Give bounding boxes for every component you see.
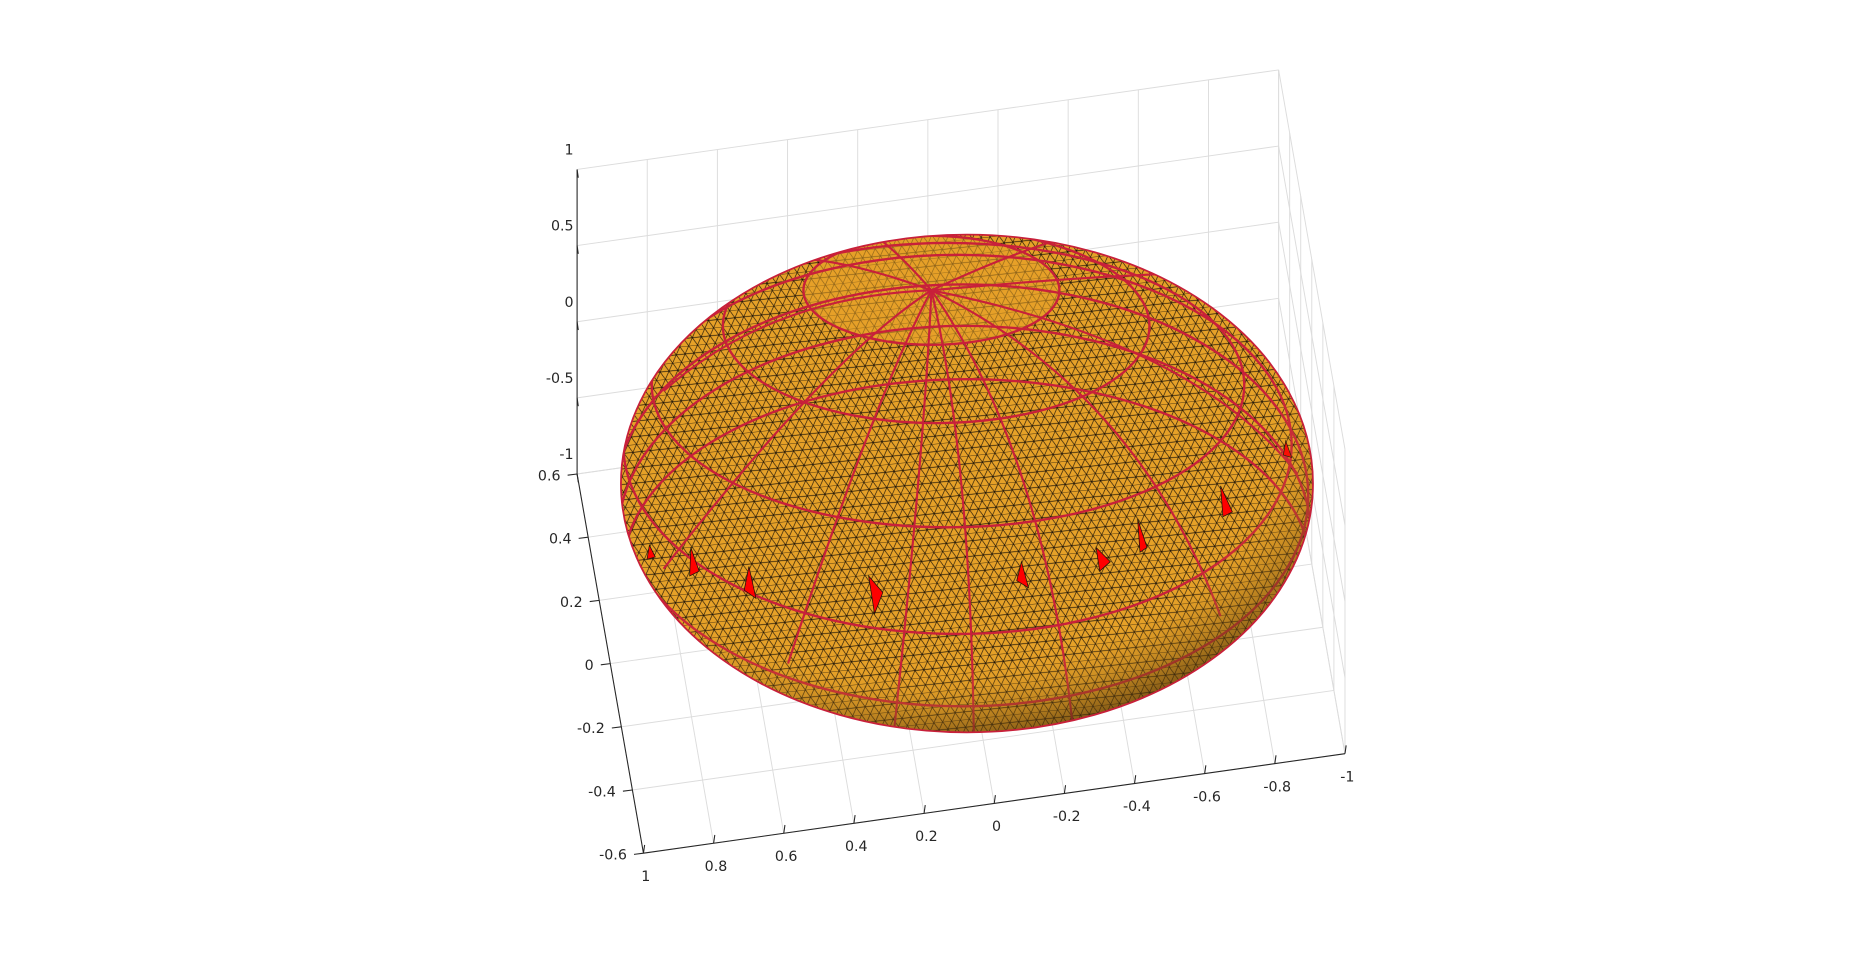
grid-line xyxy=(632,689,1334,791)
x-tick-label: 0.2 xyxy=(915,829,938,845)
x-tick xyxy=(783,824,786,834)
y-tick xyxy=(589,599,600,603)
x-tick xyxy=(1344,745,1347,754)
axis-lines xyxy=(567,169,1347,855)
z-tick-label: 1 xyxy=(564,142,573,158)
x-tick-label: -0.8 xyxy=(1263,779,1291,795)
x-tick-label: -1 xyxy=(1340,769,1354,785)
x-tick-label: -0.2 xyxy=(1053,809,1081,825)
grid-line xyxy=(577,145,1279,247)
x-tick xyxy=(1204,765,1207,774)
x-tick-label: 0 xyxy=(992,819,1001,835)
x-tick xyxy=(1133,775,1137,784)
z-tick xyxy=(576,473,579,483)
x-tick xyxy=(713,834,716,844)
ellipsoid-mesh xyxy=(620,233,1314,734)
y-tick-label: 0 xyxy=(585,658,594,674)
x-tick-label: 0.6 xyxy=(775,849,798,865)
x-tick-label: 0.8 xyxy=(705,859,728,875)
x-tick-label: 0.4 xyxy=(845,839,868,855)
x-tick xyxy=(853,814,856,824)
mesh xyxy=(620,234,1313,733)
y-tick xyxy=(567,473,578,476)
z-tick xyxy=(576,321,579,331)
z-tick xyxy=(576,169,579,178)
y-tick xyxy=(622,789,633,792)
x-tick-label: -0.6 xyxy=(1193,789,1221,805)
grid-line xyxy=(1278,222,1346,602)
y-tick xyxy=(633,852,644,855)
y-tick-label: 0.2 xyxy=(560,595,583,611)
x-tick-label: 1 xyxy=(641,869,650,885)
z-tick-label: -1 xyxy=(559,447,573,463)
z-tick-label: 0 xyxy=(564,295,573,311)
y-tick-label: -0.4 xyxy=(588,784,616,800)
axes: 1 0.8 0.6 0.4 0.2 0 -0.2 -0.4 -0.6 -0.8 -1 0.6 0.4 0.… xyxy=(538,69,1355,885)
z-tick xyxy=(576,397,579,407)
x-tick xyxy=(1063,785,1067,794)
x-tick xyxy=(993,795,996,804)
y-tick xyxy=(611,726,622,729)
y-tick-label: -0.2 xyxy=(577,721,605,737)
x-tick xyxy=(923,805,926,814)
grid-line xyxy=(1278,145,1346,526)
y-tick-label: 0.6 xyxy=(538,468,561,484)
y-tick-label: -0.6 xyxy=(599,848,627,864)
y-tick xyxy=(578,536,589,539)
grid-line xyxy=(577,69,1279,170)
tick-labels: 1 0.8 0.6 0.4 0.2 0 -0.2 -0.4 -0.6 -0.8 -1 0.6 0.4 0.… xyxy=(538,142,1355,884)
x-tick-label: -0.4 xyxy=(1123,799,1151,815)
y-tick xyxy=(600,663,611,666)
x-tick xyxy=(642,844,646,854)
x-tick xyxy=(1274,755,1277,764)
shading xyxy=(620,234,1313,733)
silhouette xyxy=(620,233,1314,734)
z-tick xyxy=(576,245,579,254)
grid-line xyxy=(1278,69,1346,450)
y-tick-label: 0.4 xyxy=(549,532,572,548)
z-tick-label: -0.5 xyxy=(546,371,574,387)
z-tick-label: 0.5 xyxy=(551,219,574,235)
